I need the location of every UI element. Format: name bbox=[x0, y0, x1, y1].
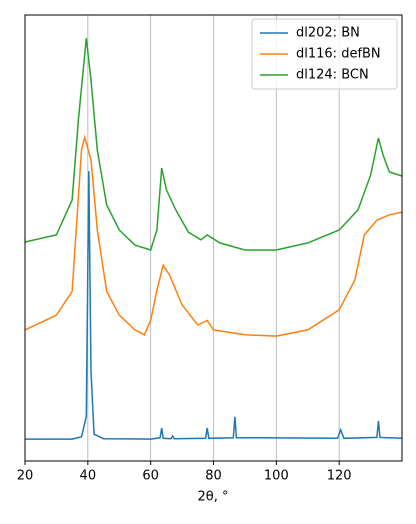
x-tick-label: 20 bbox=[17, 469, 34, 484]
series-line bbox=[24, 134, 403, 337]
legend-label: dl202: BN bbox=[296, 26, 360, 41]
series-line bbox=[24, 38, 403, 251]
x-tick-label: 60 bbox=[142, 469, 159, 484]
legend-label: dl116: defBN bbox=[296, 47, 381, 62]
legend-box bbox=[251, 18, 398, 90]
x-tick-label: 40 bbox=[80, 469, 97, 484]
x-tick-label: 120 bbox=[327, 469, 352, 484]
series-line bbox=[25, 171, 403, 440]
x-tick-label: 100 bbox=[264, 469, 289, 484]
legend-label: dl124: BCN bbox=[296, 68, 369, 83]
x-tick-label: 80 bbox=[205, 469, 222, 484]
plot-frame bbox=[24, 14, 403, 462]
x-axis-label: 2θ, ° bbox=[198, 490, 229, 505]
